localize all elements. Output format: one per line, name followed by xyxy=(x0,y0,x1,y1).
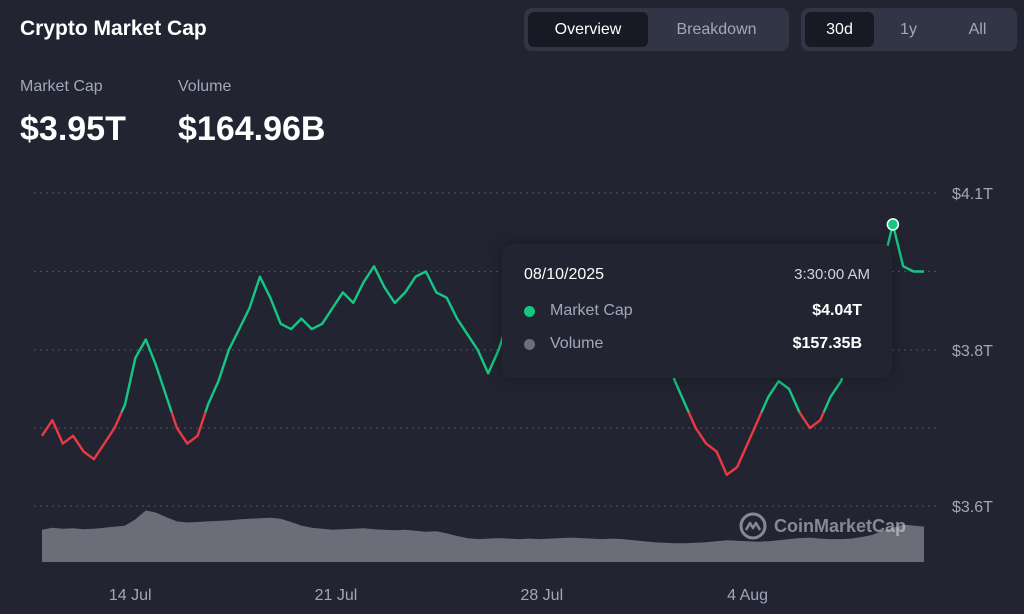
tooltip-market-cap-value: $4.04T xyxy=(812,302,862,319)
coinmarketcap-logo-icon xyxy=(739,512,767,540)
chart-grid xyxy=(34,192,940,507)
market-cap-line xyxy=(41,223,924,476)
watermark-text: CoinMarketCap xyxy=(774,515,907,536)
tooltip-volume-label: Volume xyxy=(550,335,604,352)
x-axis: 14 Jul 21 Jul 28 Jul 4 Aug xyxy=(109,587,768,604)
x-tick-label: 14 Jul xyxy=(109,587,152,604)
market-cap-line-up xyxy=(120,223,924,413)
tooltip-volume-row: Volume $157.35B xyxy=(524,333,862,355)
range-toggle: 30d 1y All xyxy=(801,8,1017,51)
volume-bars xyxy=(42,510,924,562)
hover-point xyxy=(886,218,900,231)
volume-dot-icon xyxy=(524,339,535,350)
tooltip-date: 08/10/2025 xyxy=(524,266,605,283)
view-toggle: Overview Breakdown xyxy=(524,8,789,51)
hover-marker xyxy=(886,218,900,231)
y-axis: $4.1T $3.8T $3.6T xyxy=(952,186,993,516)
page-title: Crypto Market Cap xyxy=(20,17,207,40)
market-cap-line-down xyxy=(41,412,825,476)
volume-area xyxy=(42,510,924,562)
tooltip-market-cap-row: Market Cap $4.04T xyxy=(524,300,862,322)
tooltip-time: 3:30:00 AM xyxy=(794,266,870,283)
x-tick-label: 28 Jul xyxy=(520,587,563,604)
market-cap-dot-icon xyxy=(524,306,535,317)
tooltip-volume-value: $157.35B xyxy=(792,335,862,352)
tab-overview[interactable]: Overview xyxy=(528,12,648,47)
volume-value: $164.96B xyxy=(178,110,326,148)
market-cap-label: Market Cap xyxy=(20,78,103,95)
chart-tooltip: 08/10/2025 3:30:00 AM Market Cap $4.04T … xyxy=(502,244,892,378)
y-tick-label: $4.1T xyxy=(952,186,993,203)
range-30d-button[interactable]: 30d xyxy=(805,12,874,47)
range-1y-button[interactable]: 1y xyxy=(900,21,917,38)
x-tick-label: 21 Jul xyxy=(315,587,358,604)
coinmarketcap-watermark: CoinMarketCap xyxy=(738,511,906,541)
volume-label: Volume xyxy=(178,78,232,95)
range-all-button[interactable]: All xyxy=(968,21,987,38)
y-tick-label: $3.8T xyxy=(952,343,993,360)
tooltip-market-cap-label: Market Cap xyxy=(550,302,633,319)
y-tick-label: $3.6T xyxy=(952,499,993,516)
market-cap-value: $3.95T xyxy=(20,110,126,148)
x-tick-label: 4 Aug xyxy=(727,587,768,604)
tab-breakdown[interactable]: Breakdown xyxy=(676,21,757,38)
